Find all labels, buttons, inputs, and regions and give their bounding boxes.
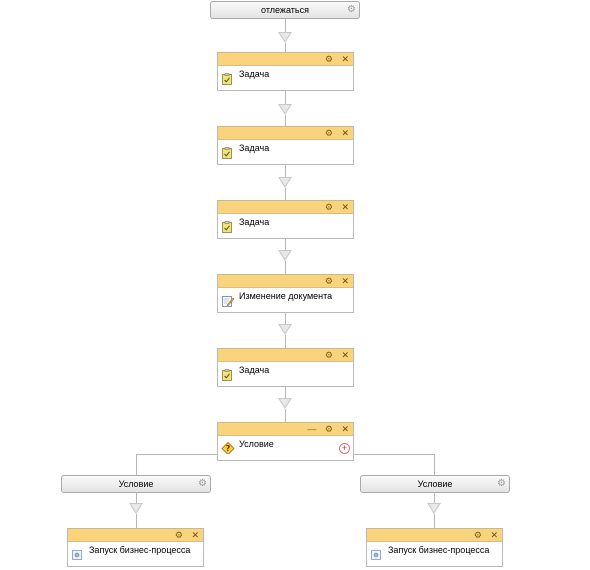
connector-line [285, 188, 286, 200]
task-icon [222, 221, 232, 233]
flow-arrow [129, 503, 143, 514]
card-header: ⚙ ✕ [367, 529, 502, 542]
activity-card[interactable]: ⚙ ✕ Запуск бизнес-процесса [366, 528, 503, 567]
connector-line [136, 493, 137, 503]
edit-document-icon [222, 296, 234, 307]
bp-launch-icon [371, 550, 381, 560]
branch-condition[interactable]: Условие ⚙ [360, 475, 510, 493]
flow-arrow [278, 398, 292, 409]
flow-arrow [278, 32, 292, 43]
connector-line [285, 335, 286, 348]
connector-line [285, 261, 286, 274]
bp-launch-icon [72, 550, 82, 560]
connector-line [285, 313, 286, 324]
gear-icon[interactable]: ⚙ [174, 530, 183, 540]
branch-condition[interactable]: Условие ⚙ [61, 475, 211, 493]
flow-arrow [427, 503, 441, 514]
activity-label: Задача [239, 143, 270, 153]
task-icon [222, 73, 232, 85]
condition-label: Условие [239, 439, 274, 449]
branch-line [136, 454, 137, 475]
card-header: — ⚙ ✕ [218, 423, 353, 436]
card-header: ⚙ ✕ [68, 529, 203, 542]
activity-label: Задача [239, 69, 270, 79]
close-icon[interactable]: ✕ [341, 350, 349, 360]
branch-label: Условие [417, 479, 453, 489]
card-header: ⚙ ✕ [218, 275, 353, 288]
gear-icon[interactable]: ⚙ [473, 530, 482, 540]
branch-line [136, 454, 218, 455]
connector-line [285, 165, 286, 177]
close-icon[interactable]: ✕ [341, 54, 349, 64]
activity-card[interactable]: ⚙ ✕ Запуск бизнес-процесса [67, 528, 204, 567]
connector-line [285, 43, 286, 52]
activity-card[interactable]: ⚙ ✕ Задача [217, 126, 354, 165]
connector-line [285, 239, 286, 250]
card-header: ⚙ ✕ [218, 201, 353, 214]
branch-line [353, 454, 434, 455]
gear-icon[interactable]: ⚙ [324, 54, 333, 64]
activity-label: Задача [239, 217, 270, 227]
activity-card[interactable]: ⚙ ✕ Изменение документа [217, 274, 354, 313]
close-icon[interactable]: ✕ [191, 530, 199, 540]
close-icon[interactable]: ✕ [341, 128, 349, 138]
branch-line [434, 454, 435, 475]
connector-line [136, 514, 137, 528]
connector-line [285, 91, 286, 104]
branch-label: Условие [118, 479, 154, 489]
connector-line [285, 409, 286, 422]
activity-card[interactable]: ⚙ ✕ Задача [217, 52, 354, 91]
task-icon [222, 369, 232, 381]
task-icon [222, 147, 232, 159]
start-block-label: отлежаться [261, 5, 309, 15]
close-icon[interactable]: ✕ [341, 276, 349, 286]
activity-label: Задача [239, 365, 270, 375]
connector-line [434, 493, 435, 503]
close-icon[interactable]: ✕ [341, 424, 349, 434]
gear-icon[interactable]: ⚙ [324, 276, 333, 286]
activity-card[interactable]: ⚙ ✕ Задача [217, 348, 354, 387]
condition-card[interactable]: — ⚙ ✕ ? Условие + [217, 422, 354, 461]
connector-line [434, 514, 435, 528]
card-header: ⚙ ✕ [218, 127, 353, 140]
gear-icon[interactable]: ⚙ [324, 128, 333, 138]
close-icon[interactable]: ✕ [490, 530, 498, 540]
card-header: ⚙ ✕ [218, 349, 353, 362]
gear-icon[interactable]: ⚙ [324, 202, 333, 212]
activity-label: Изменение документа [239, 291, 333, 301]
flow-arrow [278, 177, 292, 188]
flow-arrow [278, 324, 292, 335]
start-block[interactable]: отлежаться ⚙ [210, 1, 360, 19]
add-branch-button[interactable]: + [339, 443, 350, 454]
gear-icon[interactable]: ⚙ [198, 478, 207, 489]
connector-line [285, 115, 286, 126]
activity-label: Запуск бизнес-процесса [89, 545, 191, 555]
gear-icon[interactable]: ⚙ [497, 478, 506, 489]
activity-label: Запуск бизнес-процесса [388, 545, 490, 555]
gear-icon[interactable]: ⚙ [347, 4, 356, 15]
svg-text:?: ? [226, 444, 231, 453]
connector-line [285, 387, 286, 398]
gear-icon[interactable]: ⚙ [324, 350, 333, 360]
close-icon[interactable]: ✕ [341, 202, 349, 212]
gear-icon[interactable]: ⚙ [324, 424, 333, 434]
flow-arrow [278, 104, 292, 115]
card-header: ⚙ ✕ [218, 53, 353, 66]
activity-card[interactable]: ⚙ ✕ Задача [217, 200, 354, 239]
condition-icon: ? [221, 441, 235, 454]
minimize-icon[interactable]: — [307, 424, 317, 434]
flow-arrow [278, 250, 292, 261]
connector-line [285, 19, 286, 32]
